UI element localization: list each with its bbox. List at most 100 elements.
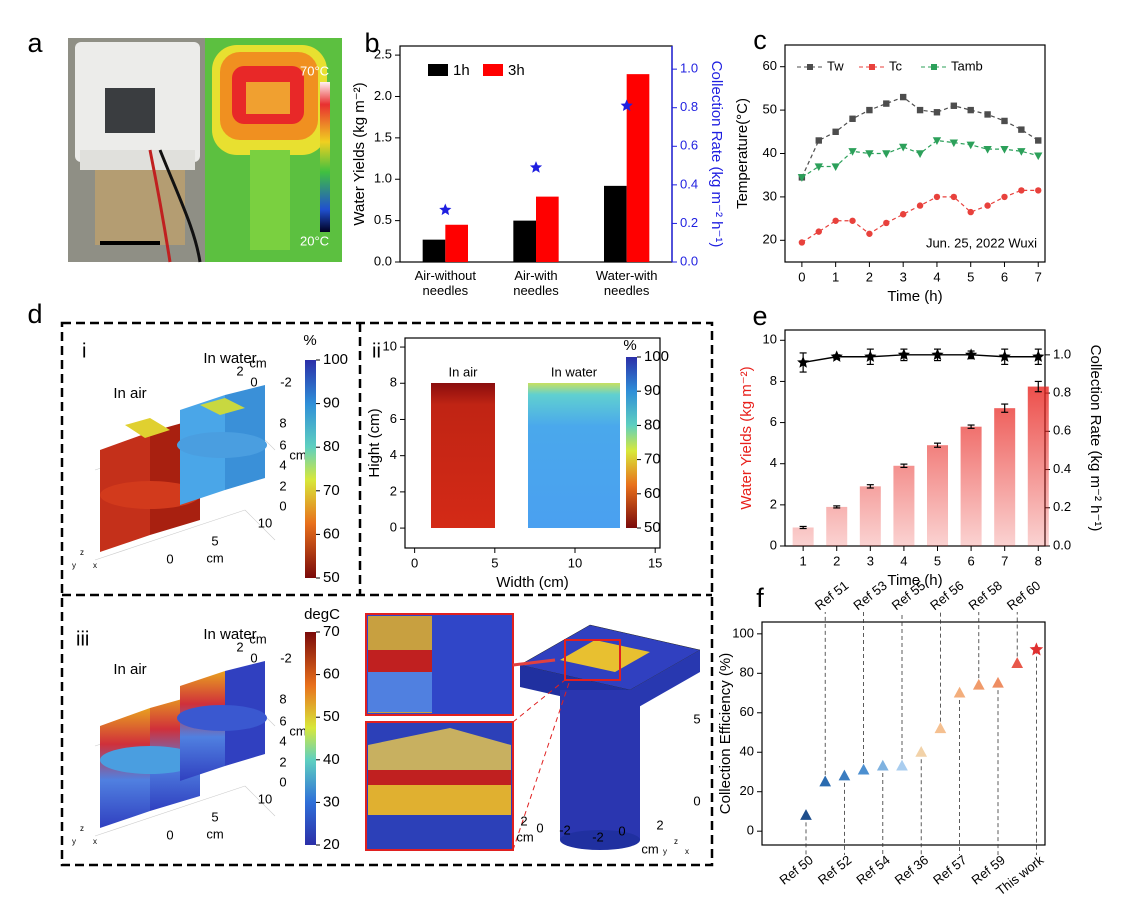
x-axis-label: Time (h) (887, 288, 942, 305)
annotation: In water (203, 350, 256, 367)
annotation: In air (449, 364, 479, 379)
marker (1018, 187, 1025, 194)
axis-text-3d: cm (641, 841, 658, 856)
tick-label: 6 (967, 553, 974, 568)
tick-label: 7 (1035, 269, 1042, 284)
bar (536, 196, 559, 262)
marker (838, 769, 851, 781)
tick-label: 6 (390, 411, 397, 426)
tick-label: 10 (568, 555, 582, 570)
colorbar-label: 20°C (300, 233, 329, 248)
colorbar-tick-label: 50 (323, 708, 340, 725)
annotation: In air (113, 661, 146, 678)
colorbar-tick-label: 60 (644, 485, 661, 502)
marker (883, 100, 890, 107)
tick-label: 1 (832, 269, 839, 284)
tick-label: 20 (740, 783, 754, 798)
axis-text-3d: -2 (280, 650, 292, 665)
panel-label: b (364, 28, 379, 58)
tick-label: 4 (770, 455, 777, 470)
axis-text-3d: x (685, 847, 689, 856)
bar (927, 445, 949, 546)
colorbar-tick-label: 90 (323, 395, 340, 412)
colorbar-tick-label: 70 (323, 482, 340, 499)
marker (1029, 642, 1044, 656)
sim-3d-i (94, 385, 276, 561)
axis-text-3d: 0 (279, 498, 286, 513)
tick-label: 30 (763, 188, 777, 203)
tick-label: 0 (747, 823, 754, 838)
tick-label: 8 (770, 373, 777, 388)
marker (998, 350, 1011, 362)
axis-text-3d: 0 (618, 823, 625, 838)
marker (1000, 145, 1009, 154)
axis-text-3d: 0 (250, 374, 257, 389)
marker (934, 722, 947, 734)
marker (967, 106, 974, 114)
axis-text-3d: 5 (693, 711, 700, 726)
marker (1034, 152, 1043, 161)
axis-text-3d: -2 (559, 822, 571, 837)
category-label: Ref 52 (815, 852, 854, 887)
tick-label: 2.0 (374, 88, 392, 103)
marker (966, 141, 975, 150)
tick-label: 5 (967, 269, 974, 284)
panel-label: c (753, 25, 767, 55)
subpanel-label: i (82, 340, 86, 362)
category-label: Ref 54 (853, 852, 892, 887)
marker (899, 93, 907, 101)
bar (422, 239, 446, 262)
tick-label: 6 (770, 414, 777, 429)
legend-label: Tc (889, 58, 903, 73)
axis-text-3d: z (80, 548, 84, 557)
axis-text-3d: cm (206, 826, 223, 841)
y2-axis-label: Collection Rate (kg m⁻² h⁻¹) (1087, 345, 1104, 532)
tick-label: 3 (867, 553, 874, 568)
bar (994, 408, 1016, 546)
marker (899, 211, 907, 218)
marker (620, 99, 633, 111)
colorbar (305, 360, 316, 578)
marker (866, 230, 873, 237)
colorbar-tick-label: 70 (323, 623, 340, 640)
marker (899, 143, 908, 152)
axis-text-3d: 0 (279, 774, 286, 789)
colorbar-tick-label: 40 (323, 751, 340, 768)
annotation: In air (113, 385, 146, 402)
category-label: Ref 51 (812, 578, 851, 613)
axis-text-3d: -2 (280, 374, 292, 389)
tick-label: 10 (383, 338, 397, 353)
tick-label: 1 (800, 553, 807, 568)
marker (950, 193, 958, 201)
tick-label: 1.0 (680, 61, 698, 76)
annotation: In water (551, 364, 598, 379)
marker (983, 145, 992, 154)
legend-label: 3h (508, 62, 525, 79)
marker (931, 348, 944, 360)
bar (445, 224, 468, 262)
axis-text-3d: z (674, 837, 678, 846)
tick-label: 1.0 (374, 171, 392, 186)
tick-label: 7 (1001, 553, 1008, 568)
axis-text-3d: cm (289, 723, 306, 738)
marker (992, 676, 1004, 688)
panel-label: a (27, 28, 43, 58)
bar (513, 220, 536, 262)
marker (933, 193, 941, 201)
tick-label: 2.5 (374, 47, 392, 62)
sim-3d-iii (94, 661, 276, 837)
tick-label: 0.0 (374, 253, 392, 268)
marker (1001, 117, 1008, 125)
axis-text-3d: 2 (656, 817, 663, 832)
colorbar-title: % (623, 337, 636, 354)
category-label: Ref 36 (892, 852, 931, 887)
marker (972, 678, 985, 690)
tick-label: 0.6 (680, 138, 698, 153)
tick-label: 100 (732, 625, 754, 640)
x-tick-label-box: Air-without needles (415, 268, 476, 298)
tick-label: 0 (798, 269, 805, 284)
tick-label: 1.0 (1053, 346, 1071, 361)
marker (967, 208, 974, 216)
y-axis-label: Temperature(°C) (734, 98, 751, 209)
